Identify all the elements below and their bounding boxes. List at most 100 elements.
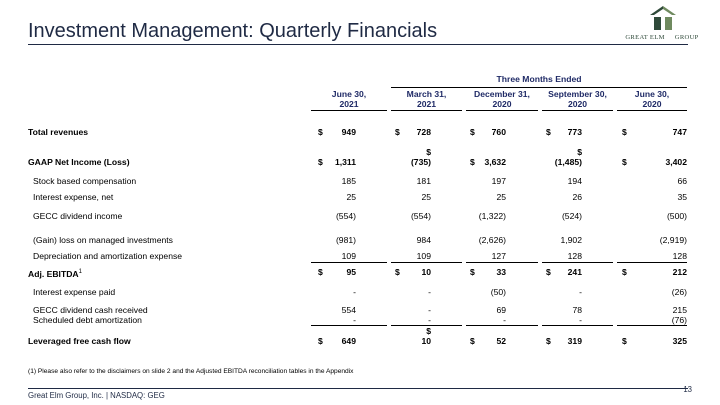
value-cell: 554 <box>341 305 356 315</box>
dollar-sign: $ <box>470 267 475 277</box>
value-cell: 25 <box>346 192 356 202</box>
column-header-2-line1: March 31, <box>406 89 447 99</box>
column-header-4-underline <box>542 110 613 111</box>
column-header-1-underline <box>311 110 387 111</box>
logo-mark-icon <box>650 6 676 30</box>
value-cell: 760 <box>491 127 506 137</box>
column-header-2-line2: 2021 <box>416 99 437 109</box>
row-label: Leveraged free cash flow <box>28 336 131 346</box>
dollar-sign: $ <box>546 267 551 277</box>
value-cell: 69 <box>496 305 506 315</box>
rule-above-adj-ebitda <box>391 262 462 263</box>
column-header-4-line1: September 30, <box>548 89 607 99</box>
footer-text: Great Elm Group, Inc. | NASDAQ: GEG <box>28 391 165 400</box>
value-cell: 26 <box>572 192 582 202</box>
logo-wordmark: GREAT ELM GROUP <box>625 34 699 41</box>
value-cell: 241 <box>567 267 582 277</box>
value-cell: - <box>428 315 431 325</box>
rule-above-free-cash-flow <box>466 325 538 326</box>
value-cell: 194 <box>567 176 582 186</box>
dollar-sign: $ <box>546 127 551 137</box>
row-label: Interest expense, net <box>33 192 114 202</box>
value-cell: 33 <box>496 267 506 277</box>
row-label: Interest expense paid <box>33 287 116 297</box>
value-cell: 109 <box>341 251 356 261</box>
dollar-sign: $ <box>318 127 323 137</box>
dollar-sign: $ <box>426 147 431 157</box>
value-cell: (1,485) <box>554 157 582 167</box>
dollar-sign: $ <box>622 267 627 277</box>
value-cell: 319 <box>567 336 582 346</box>
value-cell: 3,402 <box>665 157 687 167</box>
value-cell: 747 <box>672 127 687 137</box>
value-cell: 95 <box>346 267 356 277</box>
value-cell: - <box>503 315 506 325</box>
value-cell: 52 <box>496 336 506 346</box>
value-cell: 25 <box>421 192 431 202</box>
dollar-sign: $ <box>395 267 400 277</box>
row-label: Total revenues <box>28 127 89 137</box>
value-cell: (524) <box>561 211 582 221</box>
footnote: (1) Please also refer to the disclaimers… <box>28 368 354 375</box>
value-cell: 181 <box>416 176 431 186</box>
value-cell: 1,902 <box>560 235 582 245</box>
value-cell: - <box>579 287 582 297</box>
column-header-5-line1: June 30, <box>634 89 670 99</box>
page-title: Investment Management: Quarterly Financi… <box>28 20 438 42</box>
dollar-sign: $ <box>577 147 582 157</box>
column-header-1-line2: 2021 <box>339 99 359 109</box>
value-cell: 128 <box>672 251 687 261</box>
column-header-4-line2: 2020 <box>567 99 588 109</box>
dollar-sign: $ <box>470 336 475 346</box>
column-header-3-line1: December 31, <box>474 89 530 99</box>
value-cell: 25 <box>496 192 506 202</box>
rule-above-adj-ebitda <box>617 262 687 263</box>
rule-above-adj-ebitda <box>311 262 387 263</box>
value-cell: 109 <box>416 251 431 261</box>
dollar-sign: $ <box>622 127 627 137</box>
value-cell: (554) <box>410 211 431 221</box>
rule-above-adj-ebitda <box>542 262 613 263</box>
value-cell: 728 <box>416 127 431 137</box>
column-header-5-underline <box>617 110 687 111</box>
row-label: GECC dividend income <box>33 211 123 221</box>
dollar-sign: $ <box>622 157 627 167</box>
column-header-5-line2: 2020 <box>642 99 662 109</box>
column-header-3-line2: 2020 <box>492 99 512 109</box>
dollar-sign: $ <box>622 336 627 346</box>
value-cell: 185 <box>341 176 356 186</box>
value-cell: (1,322) <box>478 211 506 221</box>
value-cell: - <box>353 315 356 325</box>
value-cell: (735) <box>410 157 431 167</box>
column-header-1-line1: June 30, <box>331 89 367 99</box>
value-cell: - <box>428 305 431 315</box>
value-cell: (76) <box>671 315 687 325</box>
value-cell: 949 <box>341 127 356 137</box>
value-cell: (554) <box>335 211 356 221</box>
rule-above-free-cash-flow <box>542 325 613 326</box>
value-cell: 128 <box>567 251 582 261</box>
value-cell: (500) <box>666 211 687 221</box>
footer-rule <box>28 388 688 389</box>
value-cell: 78 <box>572 305 582 315</box>
dollar-sign: $ <box>426 326 431 336</box>
band-underline <box>391 87 687 88</box>
value-cell: 35 <box>677 192 687 202</box>
value-cell: 649 <box>341 336 356 346</box>
dollar-sign: $ <box>318 157 323 167</box>
value-cell: (2,919) <box>659 235 687 245</box>
dollar-sign: $ <box>470 127 475 137</box>
value-cell: 197 <box>491 176 506 186</box>
row-label: Adj. EBITDA1 <box>28 268 82 279</box>
value-cell: (26) <box>671 287 687 297</box>
value-cell: 325 <box>672 336 687 346</box>
dollar-sign: $ <box>395 127 400 137</box>
value-cell: 984 <box>416 235 431 245</box>
dollar-sign: $ <box>318 267 323 277</box>
title-rule <box>28 44 688 45</box>
value-cell: (981) <box>335 235 356 245</box>
row-label: Scheduled debt amortization <box>33 315 142 325</box>
value-cell: - <box>428 287 431 297</box>
row-label: (Gain) loss on managed investments <box>33 235 173 245</box>
